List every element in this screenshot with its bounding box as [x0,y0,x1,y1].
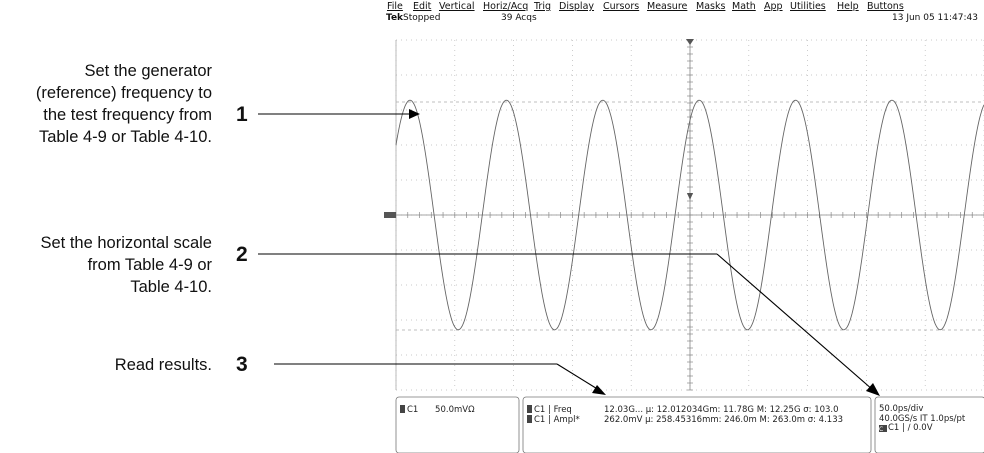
measurement-freq-values: 12.03G... µ: 12.012034Gm: 11.78G M: 12.2… [604,405,839,415]
annotation-3-text: Read results. [114,356,212,374]
menu-cursors[interactable]: Cursors [603,1,640,12]
menu-buttons[interactable]: Buttons [867,1,904,12]
annotation-2-number: 2 [236,243,248,266]
graticule [395,39,984,391]
leader-lines [258,113,874,391]
menu-masks[interactable]: Masks [696,1,726,12]
annotation-1-text: Set the generator (reference) frequency … [35,62,212,146]
arrowhead-3 [592,385,606,395]
scope-status-line: Tek Stopped 39 Acqs 13 Jun 05 11:47:43 [384,13,984,25]
channel-readout-box [395,396,520,453]
horizontal-scale: 50.0ps/div [879,404,924,414]
trigger-position-marker[interactable] [686,39,694,45]
trigger-readout: C C1 | ∕ 0.0V [879,423,933,433]
acquisition-count: 39 Acqs [501,13,537,23]
measurement-ampl-values: 262.0mV µ: 258.45316mm: 246.0m M: 263.0m… [604,415,844,425]
annotation-3-number: 3 [236,353,248,376]
sample-rate: 40.0GS/s IT 1.0ps/pt [879,413,966,424]
scope-menubar: File Edit Vertical Horiz/Acq Trig Displa… [384,0,984,14]
trigger-source-icon: C [879,425,887,433]
channel-color-icon [527,405,532,413]
arrowhead-1 [409,109,420,119]
menu-file[interactable]: File [387,1,403,12]
leader-arrowheads [409,109,880,396]
annotation-2-text: Set the horizontal scale from Table 4-9 … [40,234,212,296]
leader-line-3-diagonal [556,363,600,391]
measurement-readout-box [522,396,872,453]
brand-label: Tek [386,13,404,23]
menu-app[interactable]: App [764,1,783,12]
timebase-readout-box [874,396,984,453]
menu-measure[interactable]: Measure [647,1,688,12]
annotation-1-number: 1 [236,103,248,126]
menu-horiz-acq[interactable]: Horiz/Acq [483,1,529,12]
menu-utilities[interactable]: Utilities [790,1,826,12]
measurement-ampl-row[interactable]: C1 | Ampl* 262.0mV µ: 258.45316mm: 246.0m… [527,415,843,426]
measurement-freq-row[interactable]: C1 | Freq 12.03G... µ: 12.012034Gm: 11.78… [527,405,839,416]
channel-ground-marker[interactable] [384,212,396,218]
channel-scale: 50.0mVΩ [435,405,475,415]
channel-color-icon [400,405,405,413]
menu-help[interactable]: Help [837,1,859,12]
menu-display[interactable]: Display [559,1,595,12]
trigger-level-marker[interactable] [687,193,693,200]
timebase-readout[interactable]: 50.0ps/div 40.0GS/s IT 1.0ps/pt C C1 | ∕ … [879,404,966,434]
channel-readout[interactable]: C1 50.0mVΩ [400,405,475,416]
waveform-trace [395,99,984,331]
measurement-freq-label: C1 | Freq [534,405,572,415]
arrowhead-2 [866,383,880,396]
menu-trig[interactable]: Trig [534,1,551,12]
leader-line-2-diagonal [716,253,874,391]
measurement-ampl-label: C1 | Ampl* [534,415,580,425]
menu-math[interactable]: Math [732,1,756,12]
acquisition-state: Stopped [403,13,441,23]
channel-color-icon [527,415,532,423]
date-time: 13 Jun 05 11:47:43 [892,13,978,23]
menu-edit[interactable]: Edit [413,1,432,12]
menu-vertical[interactable]: Vertical [439,1,475,12]
